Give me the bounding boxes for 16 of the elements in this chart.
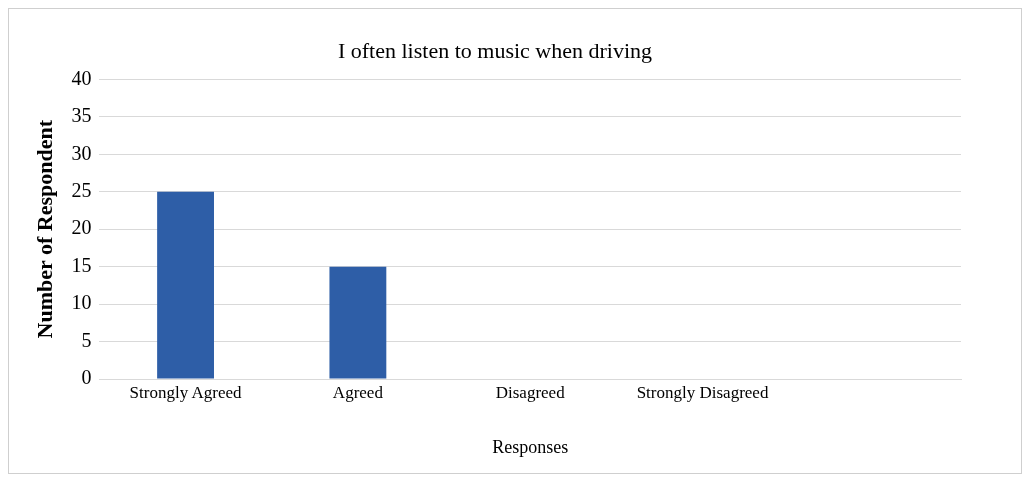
y-tick-label: 30 xyxy=(71,141,92,164)
x-tick-label: Strongly Agreed xyxy=(129,382,243,402)
y-tick-label: 20 xyxy=(71,216,92,239)
y-tick-label: 10 xyxy=(71,291,92,314)
y-axis-title: Number of Respondent xyxy=(31,119,57,339)
y-tick-label: 35 xyxy=(71,104,92,127)
x-tick-label: Agreed xyxy=(332,382,384,402)
y-tick-label: 40 xyxy=(71,66,92,89)
y-tick-label: 5 xyxy=(81,328,92,351)
x-tick-label: Strongly Disagreed xyxy=(636,382,769,402)
x-axis-title: Responses xyxy=(492,436,569,457)
x-tick-label: Disagreed xyxy=(495,382,566,402)
y-tick-label: 25 xyxy=(71,179,92,201)
y-tick-label: 15 xyxy=(71,253,92,276)
chart-title: I often listen to music when driving xyxy=(337,37,653,63)
y-tick-label: 0 xyxy=(81,366,92,389)
